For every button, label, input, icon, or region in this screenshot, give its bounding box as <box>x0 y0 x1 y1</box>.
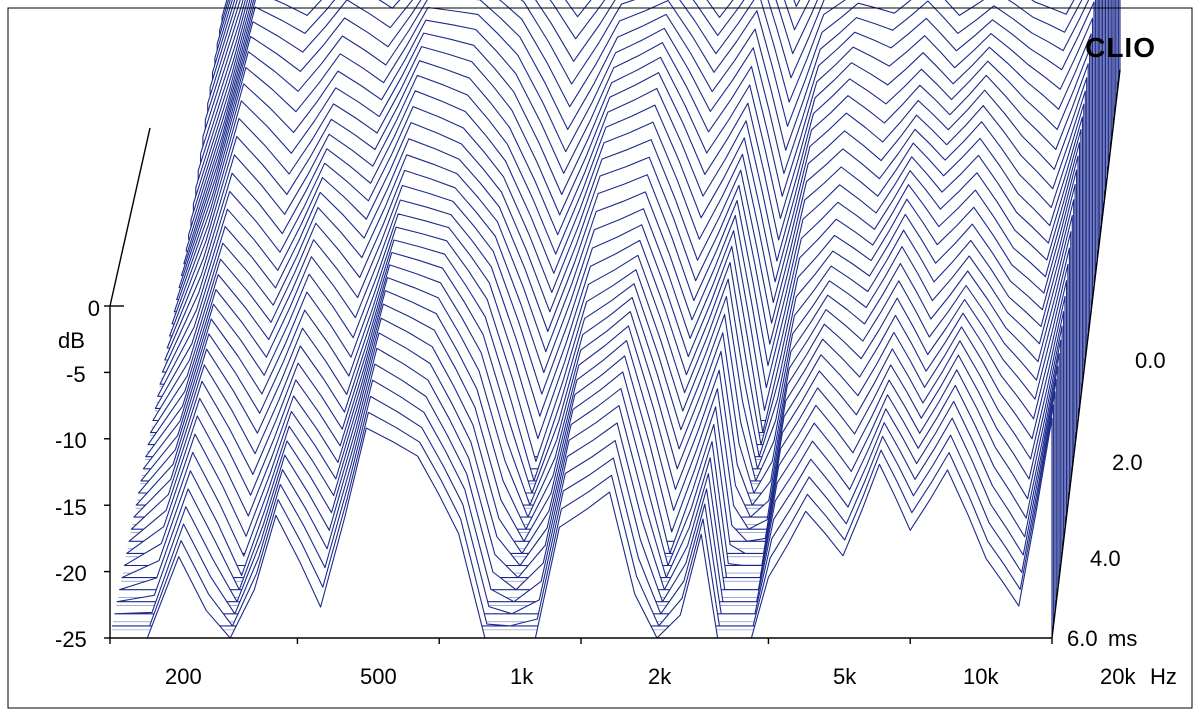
z-tick-4: 4.0 <box>1090 546 1121 572</box>
z-tick-0: 0.0 <box>1135 348 1166 374</box>
z-tick-2: 2.0 <box>1112 450 1143 476</box>
y-tick-0: 0 <box>78 296 100 322</box>
x-unit: Hz <box>1150 664 1177 690</box>
waterfall-svg <box>0 0 1200 716</box>
waterfall-plot: 0 dB -5 -10 -15 -20 -25 200 500 1k 2k 5k… <box>0 0 1200 716</box>
y-tick-5: -25 <box>55 627 87 653</box>
z-unit: ms <box>1108 626 1137 652</box>
x-tick-2k: 2k <box>648 664 671 690</box>
x-tick-10k: 10k <box>963 664 998 690</box>
x-tick-5k: 5k <box>833 664 856 690</box>
x-tick-500: 500 <box>360 664 397 690</box>
y-tick-3: -15 <box>55 495 87 521</box>
y-unit: dB <box>58 328 85 354</box>
y-tick-4: -20 <box>55 561 87 587</box>
x-tick-1k: 1k <box>510 664 533 690</box>
x-tick-200: 200 <box>165 664 202 690</box>
y-tick-2: -10 <box>55 428 87 454</box>
x-tick-20k: 20k <box>1100 664 1135 690</box>
y-tick-1: -5 <box>66 362 86 388</box>
brand-label: CLIO <box>1085 32 1156 64</box>
z-tick-6: 6.0 <box>1067 626 1098 652</box>
